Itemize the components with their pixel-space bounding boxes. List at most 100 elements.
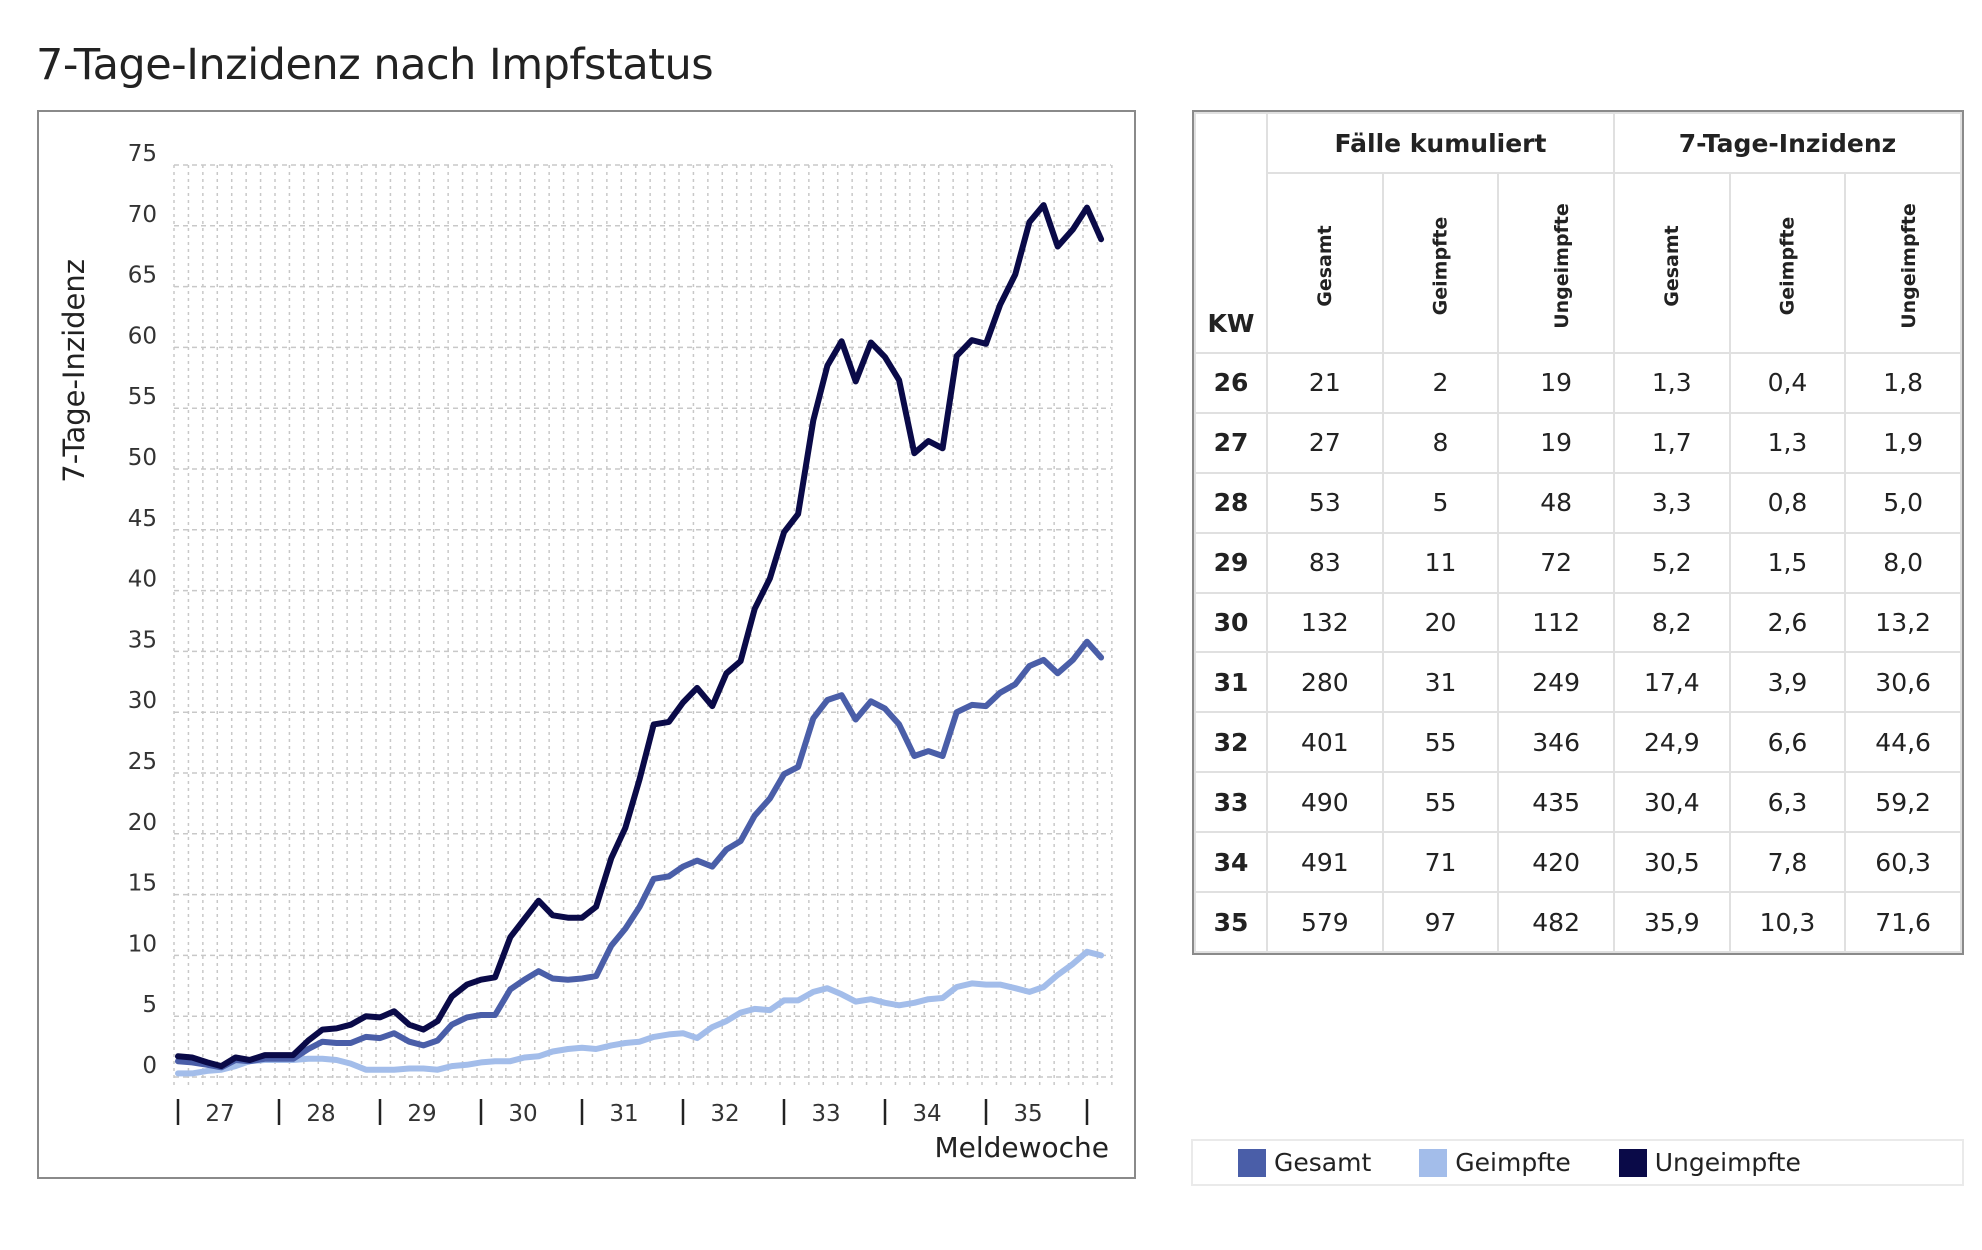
x-tick-label: 28 <box>306 1101 335 1127</box>
table-row: 34 491 71 420 30,5 7,8 60,3 <box>1194 831 1962 894</box>
x-tick-label: 35 <box>1013 1101 1042 1127</box>
table-cell: 6,6 <box>1728 711 1847 774</box>
table-cell: 401 <box>1266 711 1384 774</box>
col-header-label: Gesamt <box>1313 224 1336 307</box>
x-tick-label: 33 <box>811 1101 840 1127</box>
table-cell: 59,2 <box>1844 771 1962 834</box>
table-cell: 482 <box>1497 891 1615 953</box>
col-header: Ungeimpfte <box>1844 172 1962 354</box>
col-header-label: Ungeimpfte <box>1898 202 1921 329</box>
table-cell: 2 <box>1381 352 1500 414</box>
table-row: 28 53 5 48 3,3 0,8 5,0 <box>1194 471 1962 534</box>
col-header: Gesamt <box>1612 172 1731 354</box>
table-cell: 8,0 <box>1844 531 1962 594</box>
table-cell: 55 <box>1381 771 1500 834</box>
legend-item-geimpfte: Geimpfte <box>1419 1148 1571 1177</box>
table-cell: 11 <box>1381 531 1500 594</box>
x-axis-title: Meldewoche <box>934 1131 1109 1164</box>
table-cell: 579 <box>1266 891 1384 953</box>
table-row: 35 579 97 482 35,9 10,3 71,6 <box>1194 891 1962 953</box>
y-tick-label: 40 <box>128 567 157 593</box>
series-line-gesamt <box>175 638 1105 1071</box>
x-tick-label: 31 <box>609 1101 638 1127</box>
table-cell: 490 <box>1266 771 1384 834</box>
y-axis-title: 7-Tage-Inzidenz <box>57 259 91 483</box>
table-row: 32 401 55 346 24,9 6,6 44,6 <box>1194 711 1962 774</box>
y-tick-label: 20 <box>128 810 157 836</box>
table-cell: 17,4 <box>1612 651 1731 714</box>
table-cell: 97 <box>1381 891 1500 953</box>
table-cell: 83 <box>1266 531 1384 594</box>
col-header-label: Geimpfte <box>1429 216 1452 315</box>
incidence-chart: 0 5 10 15 20 25 30 35 40 45 50 55 60 65 70 75 27 28 29 30 3… <box>37 110 1136 1179</box>
group-header-incidence: 7-Tage-Inzidenz <box>1612 112 1963 174</box>
y-axis-ticks: 0 5 10 15 20 25 30 35 40 45 50 55 60 65 70 75 <box>128 141 157 1079</box>
table-cell: 71,6 <box>1844 891 1962 953</box>
legend-swatch <box>1618 1148 1647 1177</box>
x-tick-label: 32 <box>710 1101 739 1127</box>
kw-cell: 28 <box>1194 471 1268 534</box>
legend-swatch <box>1238 1148 1266 1177</box>
y-tick-label: 70 <box>128 202 157 228</box>
series-line-geimpfte <box>175 948 1105 1077</box>
table-cell: 30,6 <box>1844 651 1962 714</box>
legend-item-ungeimpfte: Ungeimpfte <box>1618 1148 1801 1177</box>
table-cell: 20 <box>1381 591 1500 654</box>
table-cell: 27 <box>1266 411 1384 474</box>
table-cell: 0,8 <box>1728 471 1847 534</box>
table-cell: 24,9 <box>1612 711 1731 774</box>
table-cell: 6,3 <box>1728 771 1847 834</box>
table-cell: 1,8 <box>1844 352 1962 414</box>
table-cell: 249 <box>1497 651 1615 714</box>
table-row: 31 280 31 249 17,4 3,9 30,6 <box>1194 651 1962 714</box>
table-cell: 1,3 <box>1612 352 1731 414</box>
kw-cell: 31 <box>1194 651 1268 714</box>
kw-cell: 27 <box>1194 411 1268 474</box>
y-tick-label: 75 <box>128 141 157 167</box>
y-tick-label: 10 <box>128 931 157 957</box>
table-cell: 30,4 <box>1612 771 1731 834</box>
x-tick-label: 34 <box>912 1101 941 1127</box>
group-header-cases: Fälle kumuliert <box>1266 112 1615 174</box>
table-row: 33 490 55 435 30,4 6,3 59,2 <box>1194 771 1962 834</box>
y-tick-label: 45 <box>128 506 157 532</box>
y-tick-label: 5 <box>142 992 157 1018</box>
table-cell: 3,9 <box>1728 651 1847 714</box>
table-cell: 1,3 <box>1728 411 1847 474</box>
table-cell: 30,5 <box>1612 831 1731 894</box>
table-cell: 55 <box>1381 711 1500 774</box>
table-cell: 60,3 <box>1844 831 1962 894</box>
table-cell: 435 <box>1497 771 1615 834</box>
kw-cell: 35 <box>1194 891 1268 953</box>
table-cell: 71 <box>1381 831 1500 894</box>
kw-cell: 32 <box>1194 711 1268 774</box>
y-tick-label: 25 <box>128 749 157 775</box>
chart-canvas: 0 5 10 15 20 25 30 35 40 45 50 55 60 65 70 75 27 28 29 30 3… <box>57 141 1113 1164</box>
x-tick-label: 29 <box>407 1101 436 1127</box>
table-cell: 48 <box>1497 471 1615 534</box>
table-cell: 5,0 <box>1844 471 1962 534</box>
legend-label: Geimpfte <box>1455 1148 1571 1177</box>
table-cell: 2,6 <box>1728 591 1847 654</box>
table-cell: 346 <box>1497 711 1615 774</box>
table-cell: 19 <box>1497 352 1615 414</box>
series-line-ungeimpfte <box>175 202 1105 1070</box>
table-cell: 280 <box>1266 651 1384 714</box>
table-cell: 3,3 <box>1612 471 1731 534</box>
table-cell: 21 <box>1266 352 1384 414</box>
legend-swatch <box>1419 1148 1448 1177</box>
table-cell: 53 <box>1266 471 1384 534</box>
table-cell: 8,2 <box>1612 591 1731 654</box>
chart-legend: Gesamt Geimpfte Ungeimpfte <box>1191 1139 1964 1186</box>
y-tick-label: 30 <box>128 688 157 714</box>
y-tick-label: 55 <box>128 384 157 410</box>
legend-label: Ungeimpfte <box>1654 1148 1801 1177</box>
col-header: Ungeimpfte <box>1497 172 1615 354</box>
kw-cell: 33 <box>1194 771 1268 834</box>
legend-item-gesamt: Gesamt <box>1238 1148 1371 1177</box>
table-cell: 31 <box>1381 651 1500 714</box>
table-cell: 44,6 <box>1844 711 1962 774</box>
col-header: Geimpfte <box>1381 172 1500 354</box>
table-cell: 112 <box>1497 591 1615 654</box>
col-header-label: Geimpfte <box>1776 216 1799 315</box>
